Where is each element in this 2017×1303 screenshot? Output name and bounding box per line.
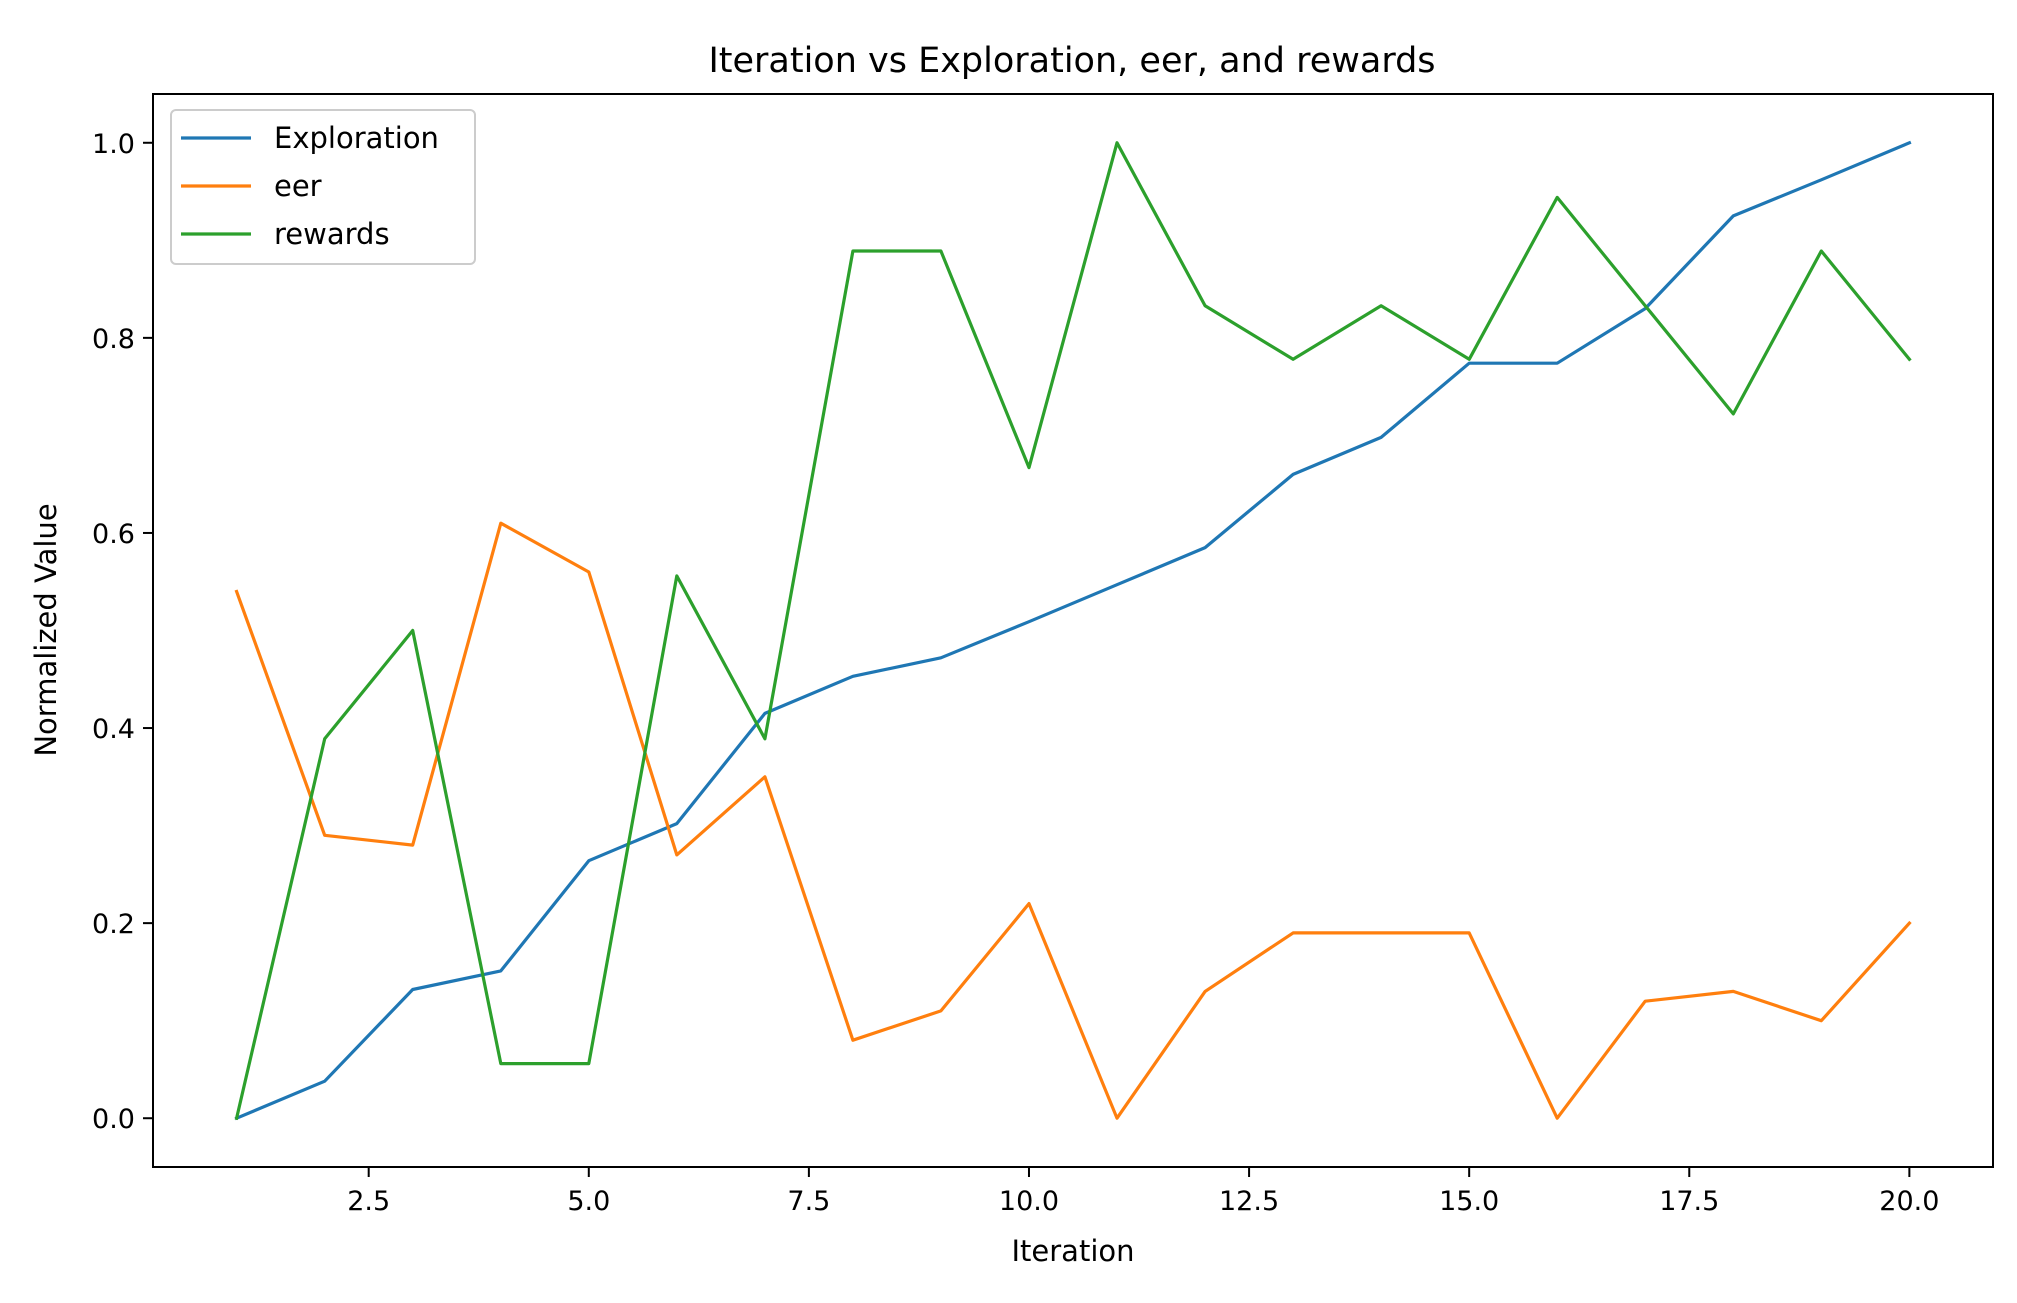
x-tick-label: 2.5 [347, 1186, 390, 1217]
x-tick-label: 17.5 [1659, 1186, 1719, 1217]
y-tick-label: 1.0 [92, 129, 135, 160]
y-tick-label: 0.2 [92, 909, 135, 940]
legend: Exploration eer rewards [170, 109, 476, 265]
y-tick-label: 0.0 [92, 1104, 135, 1135]
x-axis-label: Iteration [1011, 1234, 1134, 1268]
y-axis-label: Normalized Value [29, 503, 63, 756]
series-layer [234, 140, 1912, 1121]
x-tick-label: 12.5 [1219, 1186, 1279, 1217]
series-line-eer [234, 521, 1912, 1120]
y-axis: 0.0 0.2 0.4 0.6 0.8 1.0 [92, 129, 153, 1135]
x-axis: 2.5 5.0 7.5 10.0 12.5 15.0 17.5 20.0 [347, 1167, 1939, 1217]
y-tick-label: 0.6 [92, 519, 135, 550]
legend-box [170, 109, 476, 265]
y-tick-label: 0.4 [92, 714, 135, 745]
plot-area-frame [152, 93, 1994, 1168]
series-line-exploration [234, 140, 1912, 1121]
legend-label-rewards: rewards [274, 217, 390, 251]
chart-title: Iteration vs Exploration, eer, and rewar… [708, 41, 1435, 81]
x-tick-label: 5.0 [567, 1186, 610, 1217]
y-tick-label: 0.8 [92, 324, 135, 355]
x-tick-label: 7.5 [787, 1186, 830, 1217]
legend-label-eer: eer [274, 169, 322, 203]
legend-label-exploration: Exploration [274, 121, 439, 155]
series-line-rewards [234, 141, 1912, 1121]
x-tick-label: 15.0 [1439, 1186, 1499, 1217]
x-tick-label: 10.0 [999, 1186, 1059, 1217]
x-tick-label: 20.0 [1879, 1186, 1939, 1217]
